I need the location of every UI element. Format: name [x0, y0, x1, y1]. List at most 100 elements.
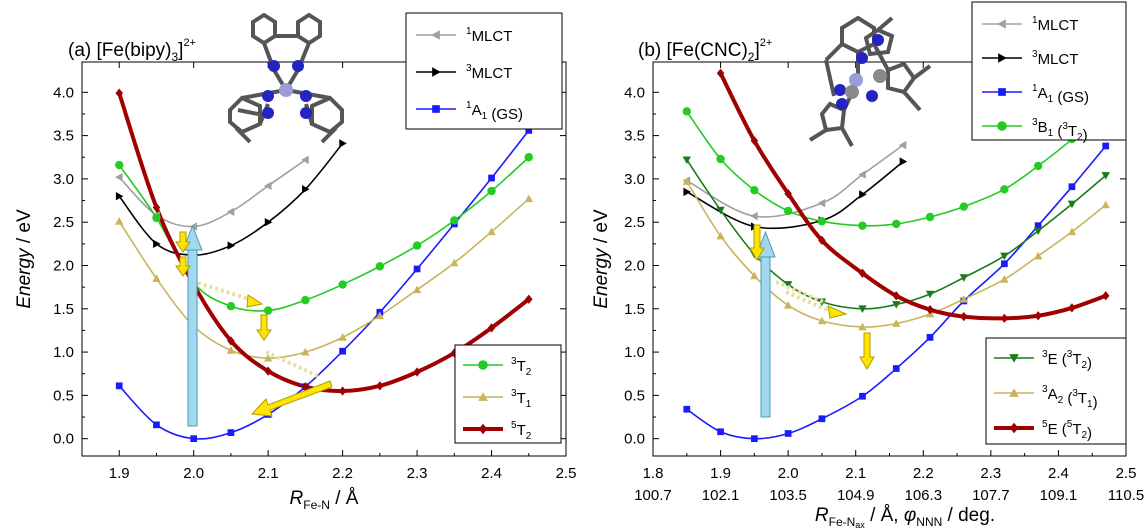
- legend-label-3mlct: 3MLCT: [1032, 49, 1078, 68]
- data-point-1a1-gs: [1102, 142, 1110, 150]
- legend-bottom: 3E (3T2) 3A2 (3T1) 5E (5T2): [985, 337, 1127, 445]
- legend-label-1mlct: 1MLCT: [466, 26, 512, 45]
- data-point-5t2: [227, 336, 235, 346]
- legend-marker-3b1-3t2: [997, 121, 1007, 131]
- data-point-1a1-gs: [750, 435, 758, 443]
- data-point-3e-3t2: [1033, 227, 1043, 236]
- data-point-5e-5t2: [926, 305, 934, 315]
- data-point-5e-5t2: [1000, 313, 1009, 323]
- data-point-3mlct: [302, 185, 310, 194]
- plot-frame: [81, 61, 567, 457]
- data-point-3t2: [412, 241, 422, 250]
- y-tick-label: 1.0: [624, 344, 645, 361]
- data-point-5t2: [115, 88, 124, 98]
- data-point-3a2-3t1: [959, 295, 969, 303]
- data-point-5e-5t2: [818, 235, 826, 246]
- data-point-3b1-3t2: [892, 219, 901, 229]
- data-point-1mlct: [858, 170, 866, 179]
- x-tick-label-secondary: 100.7: [634, 487, 672, 504]
- legend-marker-3t2: [478, 360, 488, 370]
- x-tick-label-secondary: 107.7: [972, 487, 1010, 504]
- data-point-3t1: [450, 258, 459, 267]
- data-point-3a2-3t1: [682, 177, 691, 185]
- data-point-3t1: [487, 227, 496, 236]
- relaxation-arrows: [175, 231, 333, 417]
- series-line-3t1: [118, 198, 530, 359]
- data-point-1a1-gs: [1001, 260, 1008, 268]
- data-point-3a2-3t1: [1033, 251, 1043, 260]
- y-tick-label: 1.5: [624, 301, 645, 318]
- x-axis-title-a: RFe-N / Å: [290, 488, 359, 512]
- y-tick-label: 1.0: [53, 344, 74, 361]
- molecule-structure-bipy: [228, 12, 344, 144]
- legend-label-1a1-gs: 1A1 (GS): [1032, 83, 1089, 106]
- data-point-1mlct: [189, 222, 198, 231]
- data-point-3t1: [338, 333, 347, 341]
- data-point-3t2: [338, 280, 347, 289]
- data-point-5t2: [301, 382, 310, 392]
- x-tick-label-secondary: 110.5: [1108, 487, 1144, 504]
- data-point-5t2: [487, 323, 496, 333]
- legend-marker-5e-5t2: [1009, 422, 1019, 434]
- data-point-5e-5t2: [858, 268, 867, 278]
- x-tick-label: 2.2: [332, 465, 353, 482]
- legend-label-5e-5t2: 5E (5T2): [1042, 419, 1092, 442]
- x-tick-label: 2.3: [980, 465, 1001, 482]
- legend-bottom: 3T2 3T1 5T2: [454, 344, 562, 444]
- data-point-3t1: [412, 285, 422, 294]
- data-point-1a1-gs: [818, 415, 826, 423]
- data-point-1mlct: [898, 140, 907, 150]
- y-tick-label: 0.5: [53, 387, 74, 404]
- series-line-1mlct: [118, 159, 306, 228]
- data-point-3e-3t2: [1000, 252, 1009, 261]
- data-point-3t1: [226, 346, 236, 354]
- data-point-3b1-3t2: [1000, 185, 1009, 194]
- data-point-3b1-3t2: [716, 154, 725, 164]
- data-point-3a2-3t1: [858, 322, 867, 331]
- data-point-5t2: [524, 294, 533, 304]
- data-point-5t2: [413, 367, 421, 377]
- data-point-1mlct: [817, 198, 826, 208]
- data-point-5e-5t2: [960, 311, 968, 322]
- y-tick-label: 3.0: [53, 171, 74, 188]
- x-tick-label: 2.2: [913, 465, 934, 482]
- data-point-3e-3t2: [1067, 200, 1077, 209]
- data-point-1a1-gs: [926, 334, 934, 341]
- data-point-1mlct: [750, 211, 758, 221]
- x-tick-label: 2.1: [258, 465, 279, 482]
- data-point-1a1-gs: [153, 421, 160, 429]
- data-point-3mlct: [153, 239, 161, 249]
- data-point-3a2-3t1: [1101, 200, 1110, 209]
- data-point-1a1-gs: [525, 127, 533, 134]
- data-point-1a1-gs: [892, 365, 900, 372]
- data-point-3mlct: [859, 190, 867, 199]
- x-tick-label: 2.1: [845, 465, 866, 482]
- x-tick-label-secondary: 109.1: [1040, 487, 1078, 504]
- data-point-3e-3t2: [959, 274, 969, 282]
- data-point-5t2: [338, 386, 347, 396]
- x-tick-label: 1.9: [109, 465, 130, 482]
- data-point-1a1-gs: [339, 347, 346, 355]
- x-tick-label: 1.8: [643, 465, 664, 482]
- legend-top: 1MLCT 3MLCT 1A1 (GS) 3B1 (3T2): [971, 1, 1127, 144]
- data-point-3mlct: [115, 192, 124, 201]
- data-point-3b1-3t2: [750, 185, 759, 195]
- data-point-5e-5t2: [784, 189, 792, 199]
- y-tick-label: 2.0: [624, 257, 645, 274]
- x-tick-label: 2.0: [778, 465, 799, 482]
- legend-marker-1mlct: [997, 19, 1006, 29]
- legend-label-3b1-3t2: 3B1 (3T2): [1032, 117, 1088, 144]
- legend-marker-3mlct: [432, 67, 441, 77]
- legend-label-3t1: 3T1: [511, 388, 532, 410]
- data-point-3b1-3t2: [959, 202, 969, 211]
- x-tick-label-secondary: 103.5: [769, 487, 807, 504]
- excitation-arrow: [182, 224, 203, 427]
- data-point-1a1-gs: [1034, 222, 1042, 230]
- legend-marker-1a1-gs: [998, 88, 1006, 96]
- data-point-3a2-3t1: [783, 301, 793, 309]
- data-point-5t2: [264, 366, 272, 376]
- data-point-3t2: [524, 153, 533, 162]
- x-tick-label: 2.5: [1116, 465, 1137, 482]
- data-point-3t1: [301, 347, 310, 356]
